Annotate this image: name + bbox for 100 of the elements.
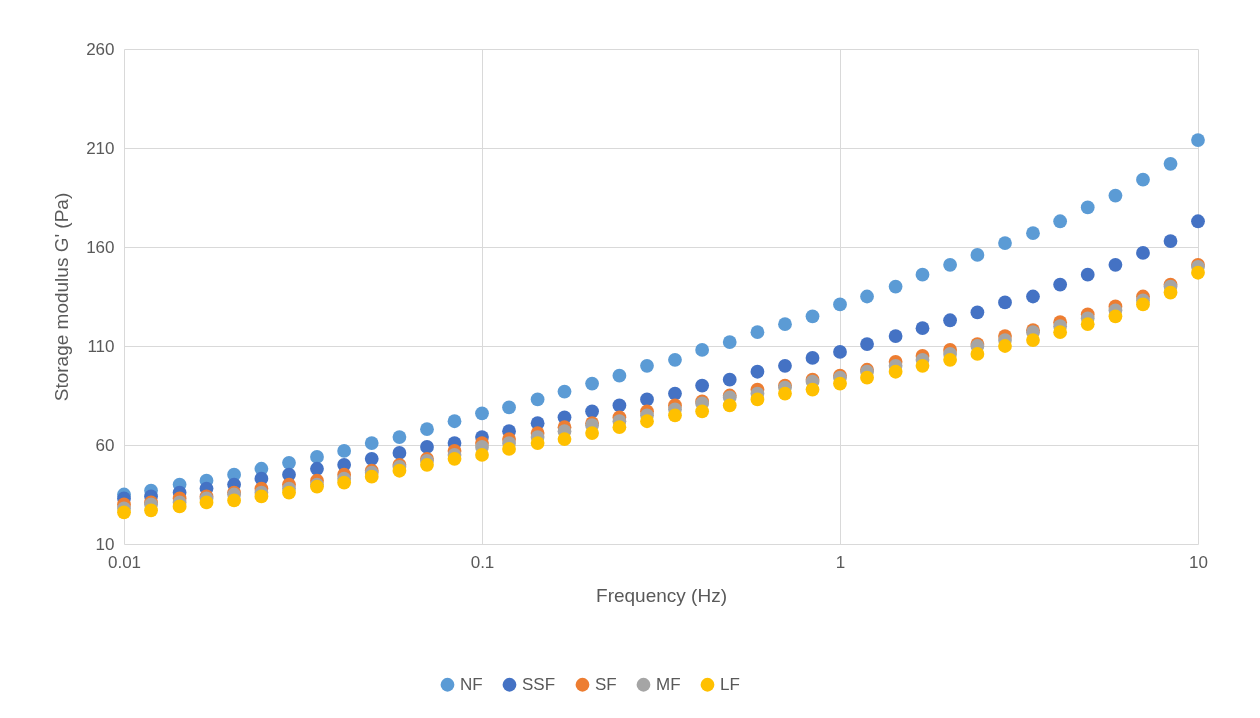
point (585, 404, 599, 419)
point (668, 352, 682, 367)
point (695, 378, 710, 393)
y-tick-label: 10 (95, 534, 115, 554)
point (420, 457, 434, 472)
point (1163, 234, 1178, 248)
point (668, 386, 682, 401)
point (640, 392, 654, 407)
x-tick-label: 0.01 (107, 552, 142, 572)
point (805, 382, 820, 397)
point (833, 345, 847, 359)
point (1053, 277, 1068, 292)
point (1136, 246, 1150, 260)
point (585, 376, 599, 391)
point (392, 446, 407, 460)
x-tick-label: 10 (1189, 552, 1208, 572)
point (695, 404, 710, 419)
point (172, 499, 187, 514)
point (1108, 257, 1123, 272)
point (392, 463, 407, 478)
point (998, 339, 1012, 353)
point (915, 358, 930, 373)
point (1191, 265, 1205, 280)
point (970, 347, 985, 361)
point (860, 370, 874, 385)
x-axis-title: Frequency (Hz) (596, 584, 727, 606)
point (805, 351, 820, 365)
point (530, 392, 545, 407)
y-tick-label: 110 (87, 336, 115, 356)
point (612, 368, 627, 383)
point (833, 376, 847, 391)
point (1163, 285, 1178, 300)
point (282, 485, 296, 500)
point (337, 444, 352, 458)
point (557, 432, 572, 446)
point (722, 372, 737, 387)
point (943, 313, 957, 328)
point (943, 352, 957, 367)
point (1026, 289, 1040, 304)
point (833, 297, 847, 312)
point (337, 475, 352, 490)
point (1026, 333, 1040, 347)
point (722, 335, 737, 349)
point (392, 430, 407, 444)
point (915, 267, 930, 282)
point (447, 451, 462, 466)
point (1080, 200, 1095, 215)
point (695, 343, 710, 357)
legend-label: NF (460, 674, 483, 694)
point (750, 392, 765, 407)
point (860, 289, 874, 304)
point (612, 420, 627, 435)
point (475, 406, 489, 421)
y-tick-label: 260 (86, 39, 115, 59)
point (778, 317, 792, 332)
point (778, 358, 792, 373)
point (970, 305, 985, 320)
point (750, 364, 765, 379)
point (254, 489, 269, 504)
point (420, 422, 434, 437)
point (502, 400, 516, 415)
point (1080, 317, 1095, 332)
legend-label: SSF (522, 674, 556, 694)
point (805, 309, 820, 324)
y-tick-label: 160 (86, 237, 115, 257)
point (585, 426, 599, 440)
point (750, 325, 765, 340)
point (1191, 133, 1205, 147)
point (1136, 297, 1150, 312)
y-tick-label: 210 (86, 138, 115, 158)
legend-label: LF (720, 674, 740, 694)
point (1163, 156, 1178, 171)
point (1108, 309, 1123, 324)
point (502, 442, 516, 456)
legend-label: SF (595, 674, 617, 694)
y-axis-title: Storage modulus G' (Pa) (51, 192, 73, 402)
legend-label: MF (656, 674, 681, 694)
point (282, 455, 296, 470)
y-tick-label: 60 (95, 435, 115, 455)
point (447, 414, 462, 429)
point (998, 236, 1012, 250)
point (227, 493, 241, 508)
point (998, 295, 1012, 310)
point (364, 436, 379, 450)
point (144, 503, 158, 518)
point (364, 451, 379, 466)
point (199, 495, 214, 510)
x-tick-label: 0.1 (470, 552, 495, 572)
point (475, 448, 489, 462)
point (530, 436, 545, 450)
point (970, 248, 985, 262)
point (1053, 325, 1068, 340)
point (860, 337, 874, 351)
x-tick-label: 1 (835, 552, 846, 572)
point (420, 440, 434, 454)
point (943, 257, 957, 272)
point (1080, 267, 1095, 282)
point (557, 384, 572, 399)
point (117, 505, 131, 520)
point (668, 408, 682, 423)
